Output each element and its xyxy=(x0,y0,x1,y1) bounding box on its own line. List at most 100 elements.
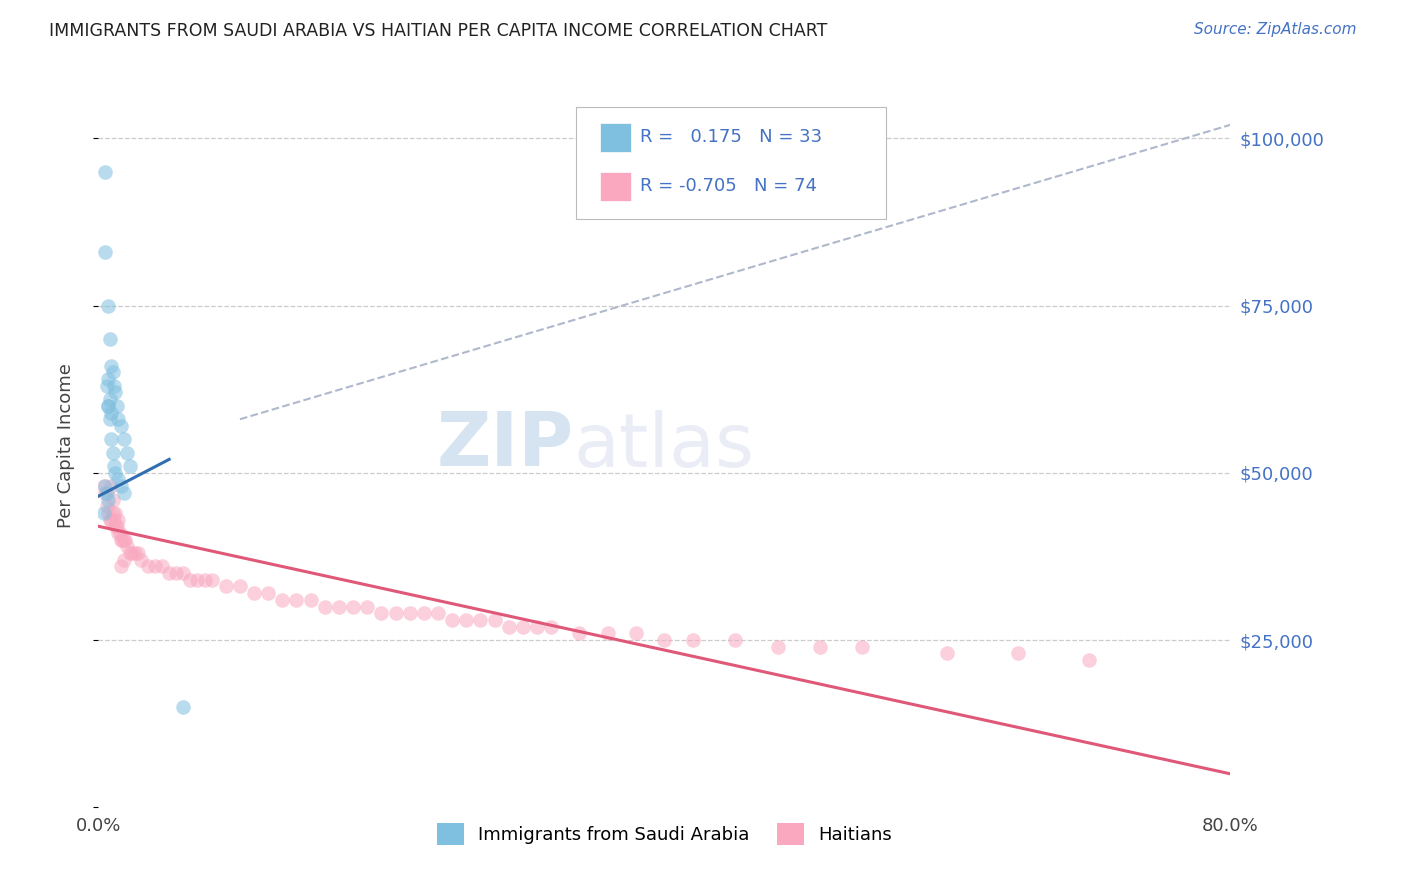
Point xyxy=(97,399,120,413)
Point xyxy=(118,459,141,474)
Point xyxy=(172,699,194,714)
Point xyxy=(108,526,131,541)
Point xyxy=(285,592,308,607)
Point xyxy=(165,566,187,581)
Point xyxy=(456,613,478,627)
Point xyxy=(172,566,194,581)
Point xyxy=(112,533,135,547)
Point xyxy=(356,599,378,614)
Point xyxy=(104,519,127,533)
Point xyxy=(127,546,149,560)
Point xyxy=(110,419,132,434)
Point xyxy=(568,626,591,640)
Point xyxy=(215,580,238,594)
Point xyxy=(114,533,136,547)
Point xyxy=(526,619,548,633)
Point xyxy=(384,607,406,621)
Point xyxy=(112,552,135,567)
Point xyxy=(314,599,336,614)
Point xyxy=(540,619,562,633)
Text: ZIP: ZIP xyxy=(436,409,574,483)
Point xyxy=(596,626,619,640)
Point xyxy=(104,466,127,480)
Point xyxy=(427,607,450,621)
Point xyxy=(94,479,117,493)
Point xyxy=(193,573,215,587)
Y-axis label: Per Capita Income: Per Capita Income xyxy=(56,364,75,528)
Point xyxy=(103,459,125,474)
Point xyxy=(498,619,520,633)
Point xyxy=(103,379,125,393)
Point xyxy=(624,626,647,640)
Point xyxy=(136,559,159,574)
Point xyxy=(470,613,492,627)
Text: Source: ZipAtlas.com: Source: ZipAtlas.com xyxy=(1194,22,1357,37)
Point xyxy=(398,607,420,621)
Point xyxy=(98,392,121,407)
Point xyxy=(766,640,789,654)
Point xyxy=(682,633,704,648)
Point xyxy=(936,646,959,660)
Point xyxy=(342,599,364,614)
Point xyxy=(107,473,129,487)
Point xyxy=(100,479,122,493)
Point xyxy=(101,366,124,380)
Point xyxy=(96,485,118,500)
Point xyxy=(94,244,117,259)
Point xyxy=(150,559,173,574)
Point xyxy=(98,332,121,346)
Point xyxy=(121,546,143,560)
Point xyxy=(118,546,141,560)
Point xyxy=(112,485,135,500)
Point xyxy=(98,412,121,426)
Point xyxy=(412,607,434,621)
Point xyxy=(441,613,464,627)
Point xyxy=(96,500,118,514)
Point xyxy=(96,379,118,393)
Point xyxy=(100,359,122,373)
Point xyxy=(110,533,132,547)
Text: R = -0.705   N = 74: R = -0.705 N = 74 xyxy=(640,178,817,195)
Point xyxy=(186,573,208,587)
Point xyxy=(1077,653,1099,667)
Point xyxy=(98,512,121,526)
Point xyxy=(370,607,392,621)
Point xyxy=(97,399,120,413)
Point xyxy=(101,446,124,460)
Point xyxy=(179,573,201,587)
Legend: Immigrants from Saudi Arabia, Haitians: Immigrants from Saudi Arabia, Haitians xyxy=(429,816,900,853)
Point xyxy=(107,512,129,526)
Point xyxy=(652,633,676,648)
Point xyxy=(100,433,122,447)
Point xyxy=(107,526,129,541)
Text: atlas: atlas xyxy=(574,409,755,483)
Point xyxy=(104,385,127,400)
Point xyxy=(157,566,180,581)
Point xyxy=(243,586,266,600)
Point xyxy=(512,619,534,633)
Point xyxy=(97,372,120,386)
Point xyxy=(94,164,117,178)
Point xyxy=(484,613,506,627)
Point xyxy=(271,592,294,607)
Point xyxy=(257,586,280,600)
Point xyxy=(808,640,831,654)
Point xyxy=(328,599,350,614)
Point xyxy=(101,506,124,520)
Point xyxy=(93,479,115,493)
Point xyxy=(105,519,128,533)
Point xyxy=(229,580,252,594)
Point xyxy=(104,506,127,520)
Point xyxy=(110,559,132,574)
Point xyxy=(143,559,166,574)
Point xyxy=(1007,646,1029,660)
Point xyxy=(97,506,120,520)
Point xyxy=(299,592,322,607)
Point xyxy=(111,533,134,547)
Point xyxy=(97,492,120,507)
Text: IMMIGRANTS FROM SAUDI ARABIA VS HAITIAN PER CAPITA INCOME CORRELATION CHART: IMMIGRANTS FROM SAUDI ARABIA VS HAITIAN … xyxy=(49,22,828,40)
Point xyxy=(124,546,146,560)
Point xyxy=(105,399,128,413)
Point xyxy=(110,479,132,493)
Point xyxy=(93,506,115,520)
